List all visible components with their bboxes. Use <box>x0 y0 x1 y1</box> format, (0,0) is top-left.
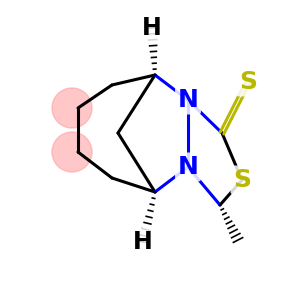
Text: N: N <box>178 88 198 112</box>
Text: H: H <box>142 16 162 40</box>
Text: S: S <box>233 168 251 192</box>
Circle shape <box>52 88 92 128</box>
Text: N: N <box>178 155 198 179</box>
Circle shape <box>52 132 92 172</box>
Text: H: H <box>133 230 153 254</box>
Text: S: S <box>239 70 257 94</box>
